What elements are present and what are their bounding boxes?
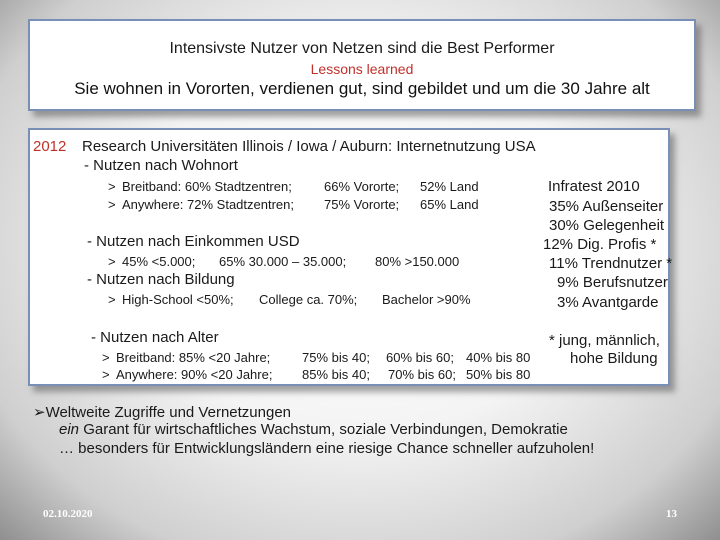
wohnort-label: - Nutzen nach Wohnort	[84, 157, 238, 174]
infratest-note: * jung, männlich,	[549, 332, 660, 349]
einkommen-row-1-c: 80% >150.000	[375, 254, 460, 269]
alter-row-1: > Breitband: 85% <20 Jahre;	[102, 350, 271, 365]
research-heading: Research Universitäten Illinois / Iowa /…	[82, 138, 536, 155]
slide-subtitle: Lessons learned	[310, 61, 414, 77]
infratest-title: Infratest 2010	[548, 178, 640, 195]
wohnort-row-2-b: 75% Vororte;	[324, 197, 400, 212]
content-box	[28, 128, 670, 386]
arrow-icon: >	[108, 254, 116, 269]
infratest-item: 30% Gelegenheit	[549, 217, 665, 234]
infratest-item: 9% Berufsnutzer	[557, 274, 668, 291]
bildung-row-1-c: Bachelor >90%	[382, 292, 471, 307]
infratest-item: 11% Trendnutzer *	[549, 255, 673, 272]
slide-tagline: Sie wohnen in Vororten, verdienen gut, s…	[74, 79, 650, 98]
arrow-icon: >	[102, 367, 110, 382]
alter-row-1-c: 60% bis 60;	[386, 350, 454, 365]
slide-title: Intensivste Nutzer von Netzen sind die B…	[169, 40, 555, 57]
wohnort-row-1: > Breitband: 60% Stadtzentren;	[108, 179, 292, 194]
wohnort-row-1-c: 52% Land	[420, 179, 479, 194]
einkommen-label: - Nutzen nach Einkommen USD	[87, 233, 300, 250]
bottom-line-3: … besonders für Entwicklungsländern eine…	[59, 440, 595, 457]
checkmark-arrow-icon: ➢	[33, 404, 46, 421]
arrow-icon: >	[108, 179, 116, 194]
einkommen-row-1-b: 65% 30.000 – 35.000;	[219, 254, 347, 269]
alter-label: - Nutzen nach Alter	[91, 329, 219, 346]
arrow-icon: >	[102, 350, 110, 365]
year-label: 2012	[33, 138, 67, 155]
arrow-icon: >	[108, 292, 116, 307]
wohnort-row-2: > Anywhere: 72% Stadtzentren;	[108, 197, 294, 212]
bottom-line-1: ➢Weltweite Zugriffe und Vernetzungen	[33, 404, 292, 421]
infratest-note: hohe Bildung	[570, 350, 658, 367]
infratest-item: 3% Avantgarde	[557, 294, 659, 311]
wohnort-row-1-b: 66% Vororte;	[324, 179, 400, 194]
alter-row-1-b: 75% bis 40;	[302, 350, 370, 365]
alter-row-2-c: 70% bis 60;	[388, 367, 456, 382]
bildung-label: - Nutzen nach Bildung	[87, 271, 235, 288]
alter-row-1-d: 40% bis 80	[466, 350, 531, 365]
einkommen-row-1: >45% <5.000;	[108, 254, 196, 269]
alter-row-2-b: 85% bis 40;	[302, 367, 370, 382]
footer-date: 02.10.2020	[43, 508, 93, 520]
alter-row-2-d: 50% bis 80	[466, 367, 531, 382]
bottom-line-2: ein Garant für wirtschaftliches Wachstum…	[59, 421, 568, 438]
arrow-icon: >	[108, 197, 116, 212]
bildung-row-1-b: College ca. 70%;	[259, 292, 358, 307]
page-number: 13	[666, 508, 677, 520]
infratest-item: 12% Dig. Profis *	[543, 236, 657, 253]
title-box: Intensivste Nutzer von Netzen sind die B…	[28, 19, 696, 111]
bildung-row-1: > High-School <50%;	[108, 292, 234, 307]
alter-row-2: > Anywhere: 90% <20 Jahre;	[102, 367, 273, 382]
infratest-item: 35% Außenseiter	[549, 198, 664, 215]
wohnort-row-2-c: 65% Land	[420, 197, 479, 212]
